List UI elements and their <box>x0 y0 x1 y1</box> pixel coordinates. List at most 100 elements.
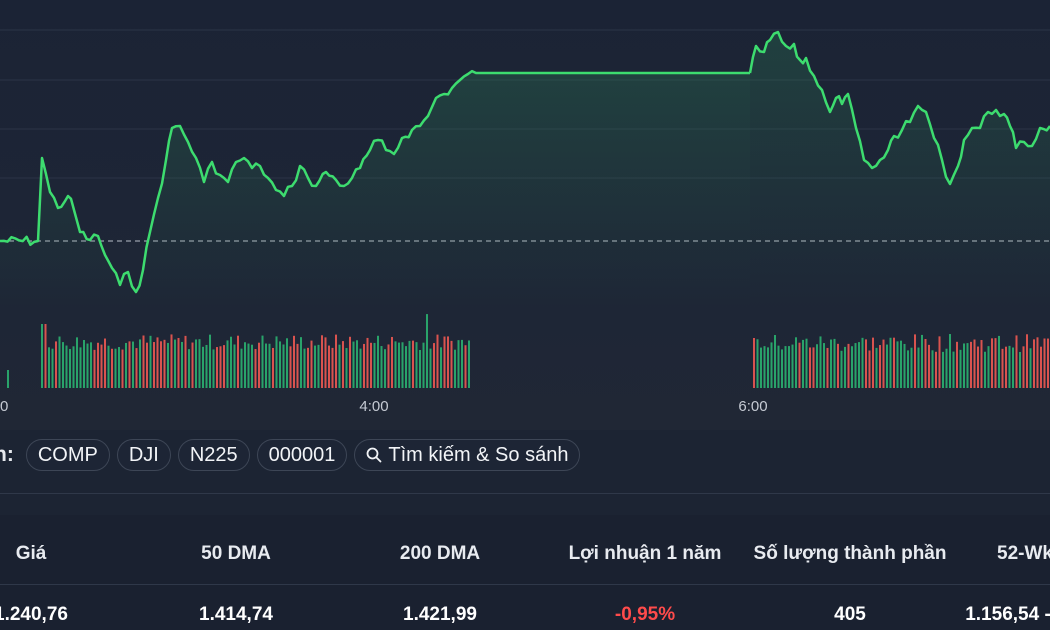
volume-bar <box>440 347 442 388</box>
volume-bar <box>1029 348 1032 388</box>
header-50-dma: 50 DMA <box>201 543 271 564</box>
volume-bar <box>275 336 278 388</box>
volume-bar <box>854 343 857 388</box>
volume-bar <box>436 334 439 388</box>
volume-bar <box>268 343 271 388</box>
volume-bar <box>359 348 362 388</box>
volume-bar <box>763 346 766 388</box>
volume-bar <box>896 341 899 388</box>
volume-bar <box>125 342 127 388</box>
volume-bar <box>756 339 759 388</box>
price-area-fill <box>750 32 1050 310</box>
section-divider <box>0 493 1050 494</box>
volume-bar <box>966 343 969 388</box>
chip-label: 000001 <box>268 443 336 466</box>
volume-bar <box>847 343 850 388</box>
volume-bar <box>781 349 783 388</box>
stats-row-divider <box>0 584 1050 585</box>
volume-bar <box>935 351 937 388</box>
volume-bar <box>226 340 229 388</box>
volume-bar <box>882 339 885 388</box>
volume-bar <box>851 346 853 388</box>
volume-bar <box>107 345 110 388</box>
volume-bar <box>261 335 264 388</box>
volume-bar <box>468 340 470 388</box>
volume-bar <box>1040 346 1042 388</box>
volume-bar <box>97 342 99 388</box>
volume-bar <box>44 324 47 388</box>
volume-bar <box>188 349 190 388</box>
volume-bar <box>335 334 337 388</box>
volume-bar <box>419 349 421 388</box>
volume-bar <box>118 347 120 388</box>
volume-bar <box>910 347 913 388</box>
volume-bar <box>391 336 393 388</box>
compare-chip-000001[interactable]: 000001 <box>256 439 348 471</box>
volume-bar <box>380 346 383 388</box>
volume-bar <box>142 335 145 388</box>
volume-bar <box>310 340 313 388</box>
volume-bar <box>454 349 456 388</box>
volume-bar <box>331 347 334 388</box>
volume-bar <box>1001 348 1004 388</box>
compare-label: n: <box>0 443 14 466</box>
volume-bar <box>994 338 997 388</box>
volume-bar <box>426 314 428 388</box>
volume-bar <box>429 348 432 388</box>
volume-bar <box>247 343 250 388</box>
volume-bar <box>973 339 976 388</box>
volume-bar <box>893 337 895 388</box>
volume-bar <box>809 347 811 388</box>
volume-bar <box>777 345 780 388</box>
volume-bar <box>272 347 274 388</box>
price-area-fill <box>0 71 750 310</box>
value-constituents: 405 <box>834 604 866 625</box>
volume-bar <box>62 342 64 388</box>
volume-bar <box>924 338 927 388</box>
volume-bar <box>251 344 253 388</box>
time-label: 4:00 <box>359 398 388 415</box>
intraday-chart[interactable]: 0 4:00 6:00 <box>0 0 1050 430</box>
volume-bar <box>840 350 843 388</box>
search-icon <box>366 447 382 463</box>
chip-label: COMP <box>37 443 98 466</box>
volume-bar <box>963 343 965 388</box>
volume-bar <box>114 348 117 388</box>
volume-bar <box>254 349 257 388</box>
volume-bar <box>79 347 82 388</box>
volume-bar <box>949 334 951 388</box>
volume-bar <box>928 344 930 388</box>
volume-bar <box>767 347 769 388</box>
volume-bar <box>938 336 941 388</box>
volume-bar <box>461 339 463 388</box>
volume-bar <box>401 342 404 388</box>
volume-bar <box>802 339 804 388</box>
volume-bar <box>338 344 341 388</box>
volume-bar <box>324 337 327 388</box>
volume-bar <box>356 340 358 388</box>
volume-bar <box>181 341 183 388</box>
volume-bar <box>41 324 43 388</box>
volume-bar <box>788 346 790 388</box>
volume-bar <box>83 340 85 388</box>
compare-chip-dji[interactable]: DJI <box>116 439 171 471</box>
compare-chip-n225[interactable]: N225 <box>177 439 250 471</box>
volume-bar <box>184 335 187 388</box>
volume-bar <box>282 344 285 388</box>
volume-bar <box>889 337 892 388</box>
volume-bar <box>784 346 787 388</box>
volume-bar <box>907 350 909 388</box>
volume-bar <box>146 342 148 388</box>
volume-bar <box>415 342 418 388</box>
volume-bar <box>314 345 316 388</box>
volume-bar <box>100 344 103 388</box>
volume-bar <box>931 350 934 388</box>
search-compare-button[interactable]: Tìm kiếm & So sánh <box>354 439 581 471</box>
volume-bar <box>868 350 871 388</box>
volume-bar <box>1043 338 1046 388</box>
volume-bar <box>770 342 773 388</box>
volume-bar <box>48 347 50 388</box>
compare-chip-comp[interactable]: COMP <box>25 439 110 471</box>
volume-bars <box>7 314 1049 388</box>
volume-bar <box>167 342 169 388</box>
